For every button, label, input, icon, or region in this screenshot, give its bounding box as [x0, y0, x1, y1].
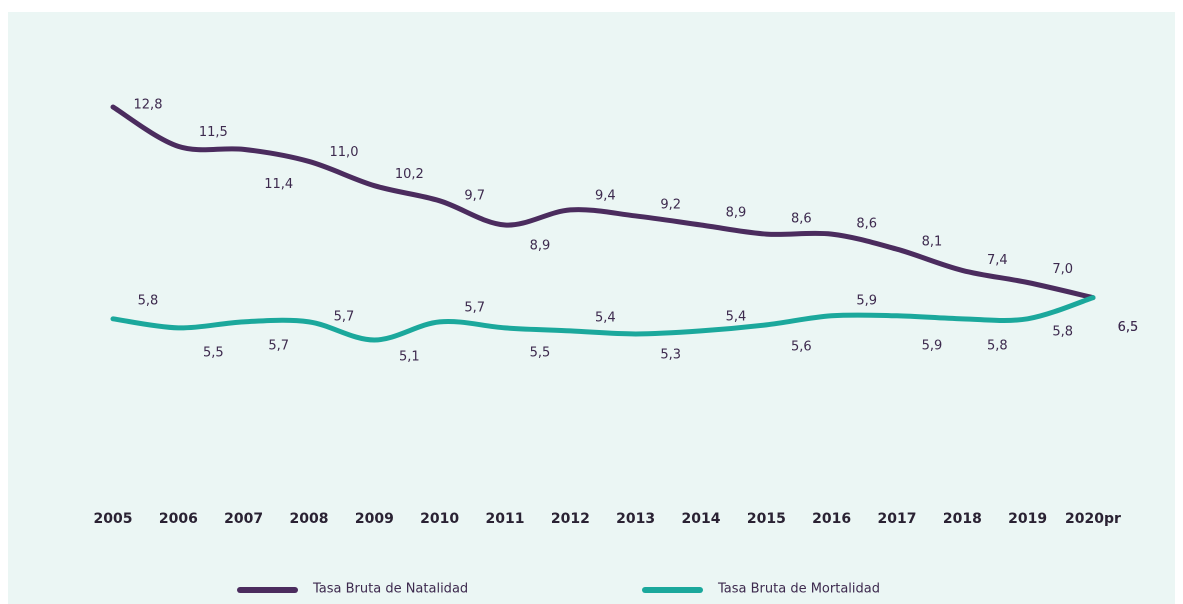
data-label: 5,8 — [987, 338, 1008, 353]
x-tick-label: 2015 — [747, 511, 786, 527]
data-label: 11,5 — [199, 125, 228, 140]
background — [8, 12, 1175, 604]
data-label: 5,8 — [1052, 324, 1073, 339]
data-label: 5,9 — [856, 293, 877, 308]
x-tick-label: 2018 — [943, 511, 982, 527]
data-label: 8,6 — [791, 212, 812, 227]
x-tick-label: 2014 — [682, 511, 721, 527]
x-tick-label: 2011 — [486, 511, 525, 527]
data-label: 5,7 — [268, 338, 289, 353]
data-label: 9,2 — [660, 197, 681, 212]
data-label: 6,5 — [1118, 320, 1139, 335]
data-label: 9,4 — [595, 188, 616, 203]
data-label: 7,4 — [987, 253, 1008, 268]
data-label: 11,0 — [330, 145, 359, 160]
data-label: 5,5 — [203, 345, 224, 360]
legend-label: Tasa Bruta de Natalidad — [312, 582, 468, 597]
x-tick-label: 2007 — [224, 511, 263, 527]
data-label: 6,5 — [1118, 320, 1139, 335]
x-tick-label: 2009 — [355, 511, 394, 527]
x-tick-label: 2020pr — [1065, 511, 1121, 527]
data-label: 7,0 — [1052, 262, 1073, 277]
x-tick-label: 2008 — [290, 511, 329, 527]
legend-label: Tasa Bruta de Mortalidad — [717, 582, 880, 597]
data-label: 5,5 — [530, 345, 551, 360]
x-tick-label: 2017 — [878, 511, 917, 527]
x-tick-label: 2013 — [616, 511, 655, 527]
x-tick-label: 2019 — [1008, 511, 1047, 527]
data-label: 5,3 — [660, 347, 681, 362]
series-line — [110, 104, 1096, 301]
data-label: 8,9 — [726, 206, 747, 221]
data-label: 10,2 — [395, 167, 424, 182]
x-tick-label: 2006 — [159, 511, 198, 527]
data-label: 5,7 — [334, 309, 355, 324]
data-label: 12,8 — [134, 98, 163, 113]
data-label: 5,7 — [464, 300, 485, 315]
data-label: 5,8 — [138, 293, 159, 308]
data-label: 8,6 — [856, 217, 877, 232]
data-label: 11,4 — [264, 177, 293, 192]
data-label: 5,6 — [791, 339, 812, 354]
x-tick-label: 2005 — [94, 511, 133, 527]
x-tick-label: 2012 — [551, 511, 590, 527]
x-tick-label: 2016 — [812, 511, 851, 527]
data-label: 5,9 — [922, 338, 943, 353]
data-label: 8,1 — [922, 235, 943, 250]
data-label: 5,4 — [726, 309, 747, 324]
x-tick-label: 2010 — [420, 511, 459, 527]
data-label: 9,7 — [464, 188, 485, 203]
data-label: 5,4 — [595, 310, 616, 325]
data-label: 5,1 — [399, 350, 420, 365]
data-label: 8,9 — [530, 239, 551, 254]
series-line — [110, 295, 1096, 343]
